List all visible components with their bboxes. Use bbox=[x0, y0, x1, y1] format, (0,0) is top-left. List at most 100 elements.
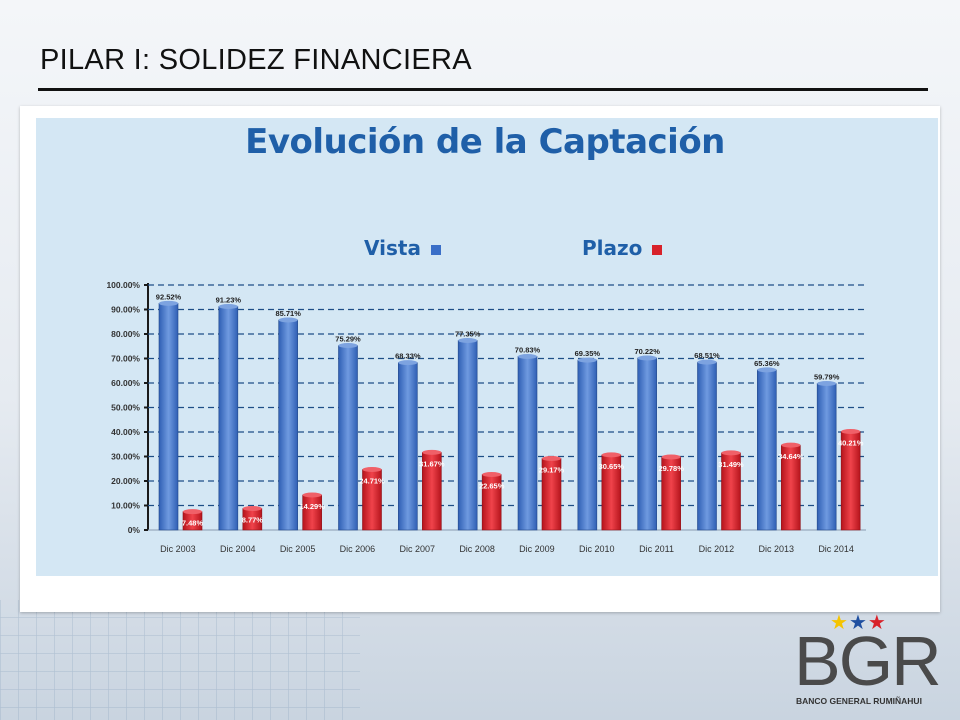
vista-bar-top bbox=[817, 381, 837, 387]
plazo-bar-top bbox=[601, 452, 621, 458]
y-tick-label: 10.00% bbox=[111, 501, 140, 511]
plazo-bar-top bbox=[482, 472, 502, 478]
x-category-label: Dic 2003 bbox=[160, 544, 196, 554]
vista-bar bbox=[577, 359, 598, 531]
plazo-bar-top bbox=[422, 449, 442, 455]
legend-plazo-swatch bbox=[652, 244, 663, 255]
plazo-data-label: 7.48% bbox=[182, 519, 204, 528]
vista-bar-top bbox=[159, 300, 178, 306]
plazo-bar-top bbox=[242, 506, 262, 512]
y-tick-label: 50.00% bbox=[111, 403, 140, 413]
vista-bar bbox=[816, 383, 837, 531]
plazo-bar bbox=[302, 494, 322, 531]
vista-bar bbox=[517, 356, 538, 531]
plazo-data-label: 29.17% bbox=[539, 466, 565, 475]
plazo-bar-top bbox=[661, 454, 681, 460]
y-tick-label: 30.00% bbox=[111, 452, 140, 462]
vista-bar-top bbox=[338, 343, 358, 349]
legend-vista: Vista bbox=[364, 236, 441, 260]
y-tick-label: 60.00% bbox=[111, 378, 140, 388]
logo-wordmark: BGR bbox=[794, 622, 942, 700]
plazo-data-label: 34.64% bbox=[778, 452, 804, 461]
plazo-data-label: 31.67% bbox=[419, 459, 445, 468]
vista-bar-top bbox=[757, 367, 777, 373]
x-category-label: Dic 2009 bbox=[519, 544, 555, 554]
vista-bar-top bbox=[637, 355, 657, 361]
plazo-data-label: 30.65% bbox=[599, 462, 625, 471]
y-tick-label: 70.00% bbox=[111, 354, 140, 364]
bgr-logo: ★★★ BGR BANCO GENERAL RUMIÑAHUI bbox=[794, 610, 944, 710]
vista-bar bbox=[457, 340, 478, 531]
y-tick-label: 80.00% bbox=[111, 329, 140, 339]
vista-data-label: 75.29% bbox=[335, 335, 361, 344]
plazo-bar-top bbox=[781, 442, 801, 448]
vista-bar-top bbox=[278, 317, 298, 323]
plazo-bar-top bbox=[841, 428, 861, 434]
title-underline bbox=[38, 88, 928, 91]
y-tick-label: 100.00% bbox=[106, 280, 140, 290]
vista-bar bbox=[398, 362, 418, 531]
slide-title: PILAR I: SOLIDEZ FINANCIERA bbox=[40, 44, 472, 76]
vista-bar bbox=[218, 306, 239, 531]
vista-bar-top bbox=[577, 357, 597, 363]
vista-bar bbox=[757, 369, 777, 531]
y-tick-label: 40.00% bbox=[111, 427, 140, 437]
plazo-bar-top bbox=[721, 450, 741, 456]
vista-data-label: 68.51% bbox=[694, 351, 720, 360]
vista-bar-top bbox=[518, 353, 537, 359]
legend-plazo-label: Plazo bbox=[582, 236, 643, 260]
star-icon: ★ bbox=[867, 612, 887, 634]
x-category-label: Dic 2012 bbox=[699, 544, 735, 554]
vista-bar bbox=[338, 345, 358, 531]
plazo-data-label: 14.29% bbox=[299, 502, 325, 511]
plazo-data-label: 22.65% bbox=[479, 482, 505, 491]
plazo-data-label: 8.77% bbox=[242, 516, 264, 525]
vista-bar bbox=[697, 361, 717, 531]
vista-data-label: 59.79% bbox=[814, 373, 840, 382]
vista-data-label: 91.23% bbox=[216, 295, 242, 304]
vista-data-label: 65.36% bbox=[754, 359, 780, 368]
x-category-label: Dic 2011 bbox=[639, 544, 674, 554]
star-icon: ★ bbox=[830, 612, 849, 634]
plazo-data-label: 31.49% bbox=[718, 460, 744, 469]
vista-bar bbox=[637, 357, 657, 531]
vista-data-label: 77.35% bbox=[455, 329, 481, 338]
vista-data-label: 70.83% bbox=[515, 345, 541, 354]
x-category-label: Dic 2010 bbox=[579, 544, 615, 554]
vista-data-label: 68.33% bbox=[395, 352, 421, 361]
x-category-label: Dic 2006 bbox=[340, 544, 376, 554]
legend-vista-swatch bbox=[430, 244, 441, 255]
background-grid-pattern bbox=[0, 600, 360, 720]
star-icon: ★ bbox=[848, 612, 868, 634]
vista-bar-top bbox=[398, 360, 418, 366]
legend-plazo: Plazo bbox=[582, 236, 663, 260]
vista-data-label: 92.52% bbox=[156, 292, 182, 301]
plazo-data-label: 40.21% bbox=[838, 438, 864, 447]
vista-data-label: 69.35% bbox=[575, 349, 601, 358]
plazo-bar-top bbox=[302, 492, 322, 498]
legend-vista-label: Vista bbox=[364, 236, 421, 260]
y-tick-label: 20.00% bbox=[111, 476, 140, 486]
x-category-label: Dic 2013 bbox=[758, 544, 794, 554]
chart-title: Evolución de la Captación bbox=[245, 122, 725, 162]
vista-bar bbox=[158, 303, 179, 531]
plazo-data-label: 29.78% bbox=[658, 464, 684, 473]
x-category-label: Dic 2014 bbox=[818, 544, 854, 554]
x-category-label: Dic 2004 bbox=[220, 544, 256, 554]
x-category-label: Dic 2008 bbox=[459, 544, 495, 554]
vista-bar-top bbox=[218, 303, 238, 309]
vista-bar bbox=[278, 319, 298, 531]
vista-bar-top bbox=[697, 359, 717, 365]
logo-stars: ★★★ bbox=[830, 610, 887, 635]
vista-bar-top bbox=[458, 337, 478, 343]
logo-subtitle: BANCO GENERAL RUMIÑAHUI bbox=[796, 696, 922, 706]
vista-data-label: 70.22% bbox=[634, 347, 660, 356]
plazo-data-label: 24.71% bbox=[359, 476, 385, 485]
vista-data-label: 85.71% bbox=[275, 309, 301, 318]
plazo-bar-top bbox=[183, 509, 202, 515]
plazo-bar-top bbox=[542, 456, 561, 462]
plazo-bar-top bbox=[362, 466, 382, 472]
x-category-label: Dic 2005 bbox=[280, 544, 316, 554]
x-category-label: Dic 2007 bbox=[399, 544, 435, 554]
